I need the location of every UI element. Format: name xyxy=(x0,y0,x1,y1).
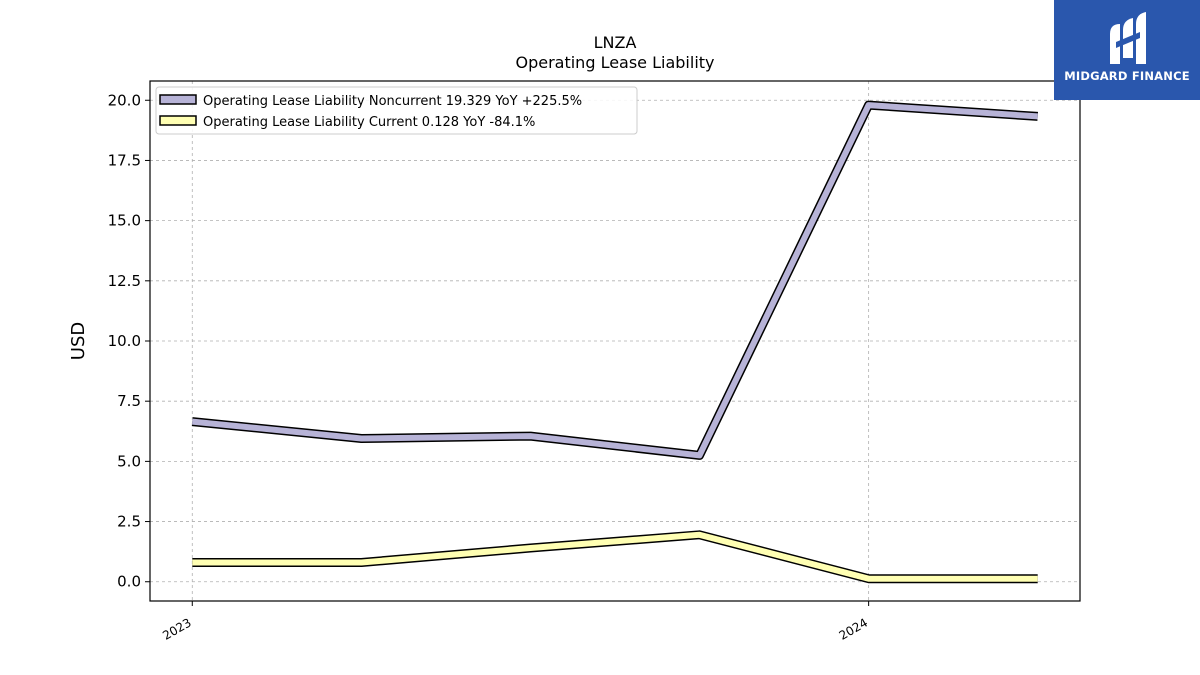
y-axis: 0.0 2.5 5.0 7.5 10.0 12.5 15.0 17.5 20.0 xyxy=(108,91,150,591)
grid-lines xyxy=(150,81,1080,601)
legend: Operating Lease Liability Noncurrent 19.… xyxy=(155,86,638,135)
chart-subtitle: Operating Lease Liability xyxy=(515,53,714,72)
midgard-logo-icon xyxy=(1110,12,1146,64)
y-tick-label: 2.5 xyxy=(117,513,141,531)
y-tick-label: 0.0 xyxy=(117,573,141,591)
y-tick-label: 17.5 xyxy=(108,151,141,169)
legend-entry-current: Operating Lease Liability Current 0.128 … xyxy=(203,115,535,130)
legend-swatch-noncurrent xyxy=(159,94,197,105)
series-lines xyxy=(191,100,1038,584)
y-tick-label: 7.5 xyxy=(117,392,141,410)
x-axis: 2023 2024 xyxy=(160,601,870,643)
y-tick-label: 15.0 xyxy=(108,212,141,230)
y-tick-label: 20.0 xyxy=(108,91,141,109)
y-axis-label: USD xyxy=(68,322,89,360)
x-tick-label: 2024 xyxy=(837,615,870,642)
midgard-finance-logo: MIDGARD FINANCE xyxy=(1054,0,1200,100)
x-tick-label: 2023 xyxy=(160,615,193,642)
legend-box xyxy=(155,86,638,135)
series-line-0 xyxy=(192,102,1038,459)
legend-entry-noncurrent: Operating Lease Liability Noncurrent 19.… xyxy=(203,94,582,109)
series-line-1 xyxy=(192,531,1038,582)
y-tick-label: 5.0 xyxy=(117,452,141,470)
series-outline-0 xyxy=(191,100,1038,460)
logo-text: MIDGARD FINANCE xyxy=(1064,69,1190,83)
chart-title: LNZA xyxy=(594,33,637,52)
y-tick-label: 10.0 xyxy=(108,332,141,350)
y-tick-label: 12.5 xyxy=(108,272,141,290)
legend-swatch-current xyxy=(159,115,197,126)
